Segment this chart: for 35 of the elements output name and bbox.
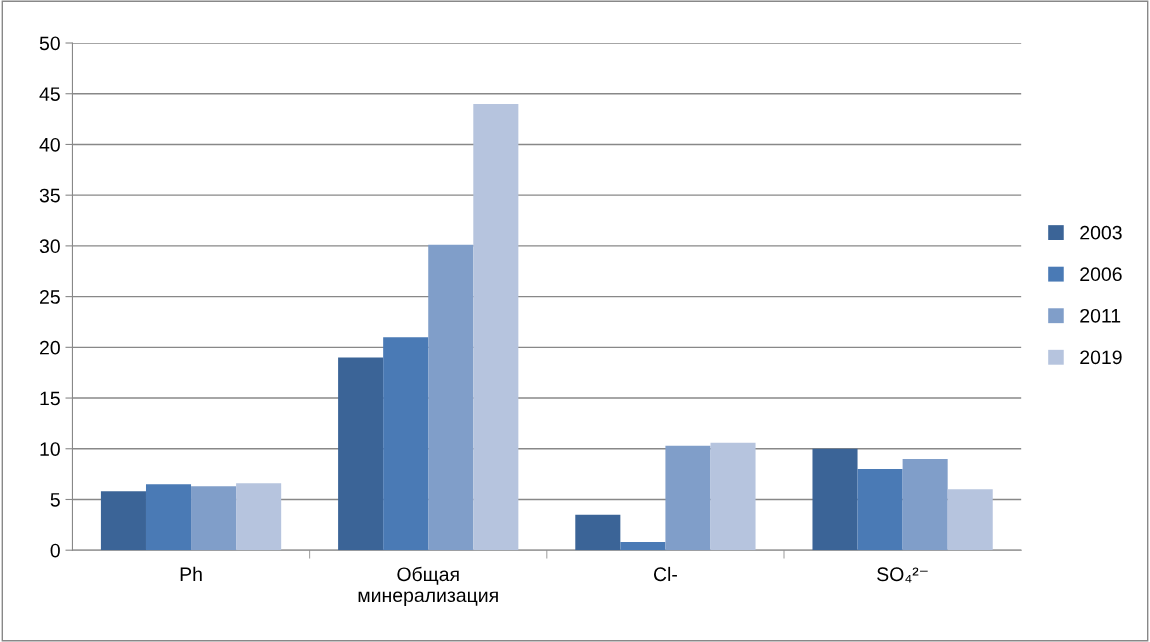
bar bbox=[100, 491, 146, 551]
x-tick-label: Cl- bbox=[653, 566, 677, 582]
x-tick-label: Ph bbox=[180, 566, 202, 581]
bar bbox=[575, 514, 621, 551]
bar bbox=[857, 469, 903, 551]
y-tick-label: 40 bbox=[39, 137, 60, 152]
bar bbox=[338, 357, 384, 551]
bar bbox=[812, 448, 858, 551]
bar bbox=[947, 489, 993, 551]
y-tick-label: 0 bbox=[50, 543, 60, 558]
y-tick-label: 15 bbox=[40, 391, 60, 406]
y-tick-label: 10 bbox=[40, 442, 60, 456]
y-tick-label: 20 bbox=[40, 340, 60, 355]
bar bbox=[236, 483, 282, 551]
legend-label: 2003 bbox=[1080, 225, 1122, 240]
y-tick-label: 30 bbox=[39, 239, 60, 254]
y-tick-label: 35 bbox=[39, 188, 60, 203]
bar bbox=[473, 103, 519, 551]
legend-label: 2011 bbox=[1080, 308, 1121, 323]
bar bbox=[383, 337, 429, 551]
legend-label: 2019 bbox=[1080, 350, 1122, 365]
x-tick-label: SO₄²⁻ bbox=[877, 567, 928, 583]
bar bbox=[191, 486, 237, 551]
y-tick-label: 5 bbox=[50, 493, 60, 507]
legend-label: 2006 bbox=[1080, 267, 1122, 282]
y-tick-label: 45 bbox=[39, 87, 60, 101]
bar bbox=[902, 458, 948, 551]
y-tick-label: 50 bbox=[39, 36, 60, 51]
bar bbox=[620, 542, 666, 551]
bar bbox=[665, 445, 711, 551]
y-tick-label: 25 bbox=[40, 290, 60, 304]
bar bbox=[428, 244, 474, 551]
x-tick-label: Общая минерализация bbox=[358, 566, 498, 606]
bar bbox=[710, 442, 756, 551]
bar bbox=[145, 484, 192, 551]
